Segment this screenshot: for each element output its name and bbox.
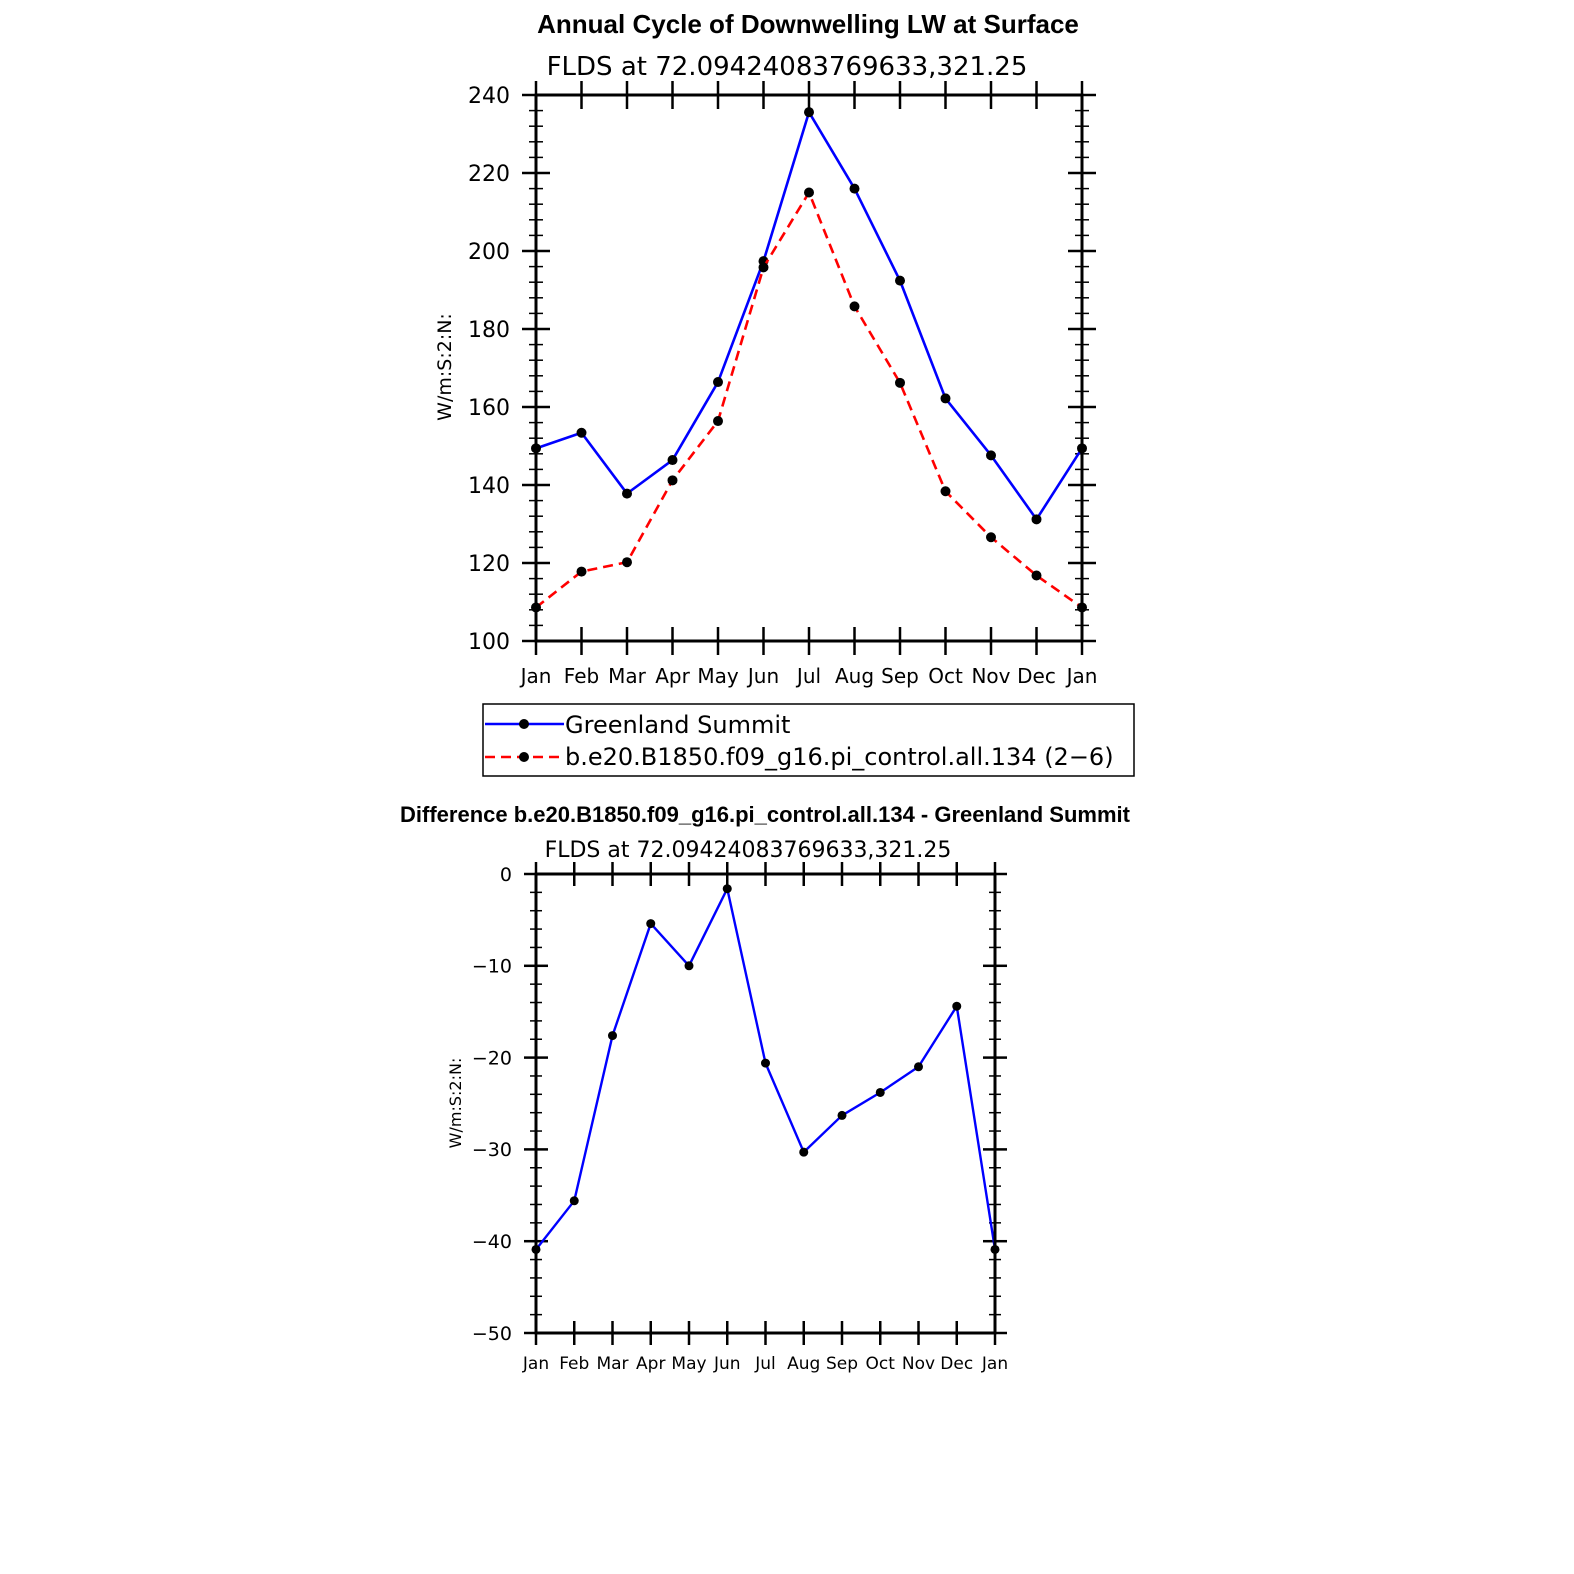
chart1-title: Annual Cycle of Downwelling LW at Surfac… [537, 9, 1079, 39]
annual-cycle-chart: Annual Cycle of Downwelling LW at Surfac… [434, 9, 1097, 688]
x-tick-label: Sep [826, 1354, 858, 1374]
series-line-0 [535, 887, 997, 1251]
difference-chart: Difference b.e20.B1850.f09_g16.pi_contro… [400, 802, 1131, 1374]
legend-marker-model [519, 752, 529, 762]
x-tick-label: May [671, 1354, 706, 1374]
series-point [667, 475, 678, 486]
legend: Greenland Summit b.e20.B1850.f09_g16.pi_… [482, 703, 1135, 777]
series-point [667, 455, 678, 466]
series-point [646, 919, 656, 929]
series-point [576, 566, 587, 577]
x-tick-label: Dec [1017, 664, 1056, 688]
x-tick-label: Nov [902, 1354, 935, 1374]
chart2-ticks: Jan Feb Mar Apr May Jun Jul Aug Sep Oct Nov Dec Jan 0… [472, 862, 1008, 1374]
x-tick-label: Feb [564, 664, 599, 688]
y-tick-label: 0 [500, 864, 512, 886]
y-tick-label: −10 [472, 956, 512, 978]
x-tick-label: Apr [636, 1354, 665, 1374]
series-point [799, 1147, 809, 1157]
y-tick-label: −40 [472, 1231, 512, 1253]
x-tick-label: Jan [1065, 664, 1098, 688]
series-point [713, 416, 723, 427]
y-tick-label: 220 [468, 162, 510, 187]
series-point [849, 301, 860, 312]
chart1-ylabel: W/m:S:2:N: [434, 313, 456, 421]
series-point [804, 107, 814, 118]
series-point [1031, 514, 1042, 525]
series-line-1 [535, 191, 1083, 609]
x-tick-label: Jun [713, 1354, 741, 1374]
series-point [684, 961, 694, 971]
x-tick-label: Oct [866, 1354, 896, 1374]
y-tick-label: 120 [468, 552, 510, 577]
y-tick-label: 140 [468, 474, 510, 499]
x-tick-label: Mar [608, 664, 647, 688]
series-point [895, 275, 905, 286]
series-point [804, 187, 814, 198]
series-point [895, 377, 905, 388]
x-tick-label: Jul [754, 1354, 776, 1374]
x-tick-label: Aug [787, 1354, 820, 1374]
series-point [576, 427, 587, 438]
x-tick-label: Feb [559, 1354, 589, 1374]
y-tick-label: 240 [468, 84, 510, 109]
y-tick-label: 200 [468, 240, 510, 265]
y-tick-label: 100 [468, 630, 510, 655]
y-tick-label: −20 [472, 1047, 512, 1069]
series-point [986, 532, 996, 543]
series-point [940, 393, 951, 404]
chart2-ylabel: W/m:S:2:N: [446, 1058, 465, 1149]
series-point [875, 1087, 885, 1097]
y-tick-label: 180 [468, 318, 510, 343]
chart1-series [531, 107, 1087, 613]
chart2-frame [534, 872, 997, 1335]
series-point [622, 488, 632, 499]
chart2-title: Difference b.e20.B1850.f09_g16.pi_contro… [400, 802, 1131, 827]
x-tick-label: Jan [981, 1354, 1008, 1374]
x-tick-label: Nov [971, 664, 1010, 688]
x-tick-label: Jun [746, 664, 779, 688]
chart1-subtitle: FLDS at 72.09424083769633,321.25 [547, 52, 1028, 82]
series-point [758, 262, 769, 273]
legend-label-greenland: Greenland Summit [565, 711, 790, 739]
x-tick-label: Apr [655, 664, 690, 688]
legend-marker-greenland [519, 719, 529, 729]
series-line-0 [535, 110, 1084, 521]
series-point [622, 557, 632, 568]
x-tick-label: Mar [596, 1354, 628, 1374]
legend-label-model: b.e20.B1850.f09_g16.pi_control.all.134 (… [565, 743, 1114, 771]
legend-box [482, 703, 1135, 777]
series-point [837, 1110, 847, 1120]
chart2-subtitle: FLDS at 72.09424083769633,321.25 [545, 838, 952, 863]
y-tick-label: 160 [468, 396, 510, 421]
series-point [940, 486, 951, 497]
series-point [608, 1031, 617, 1041]
series-point [1031, 570, 1042, 581]
chart1-ticks: Jan Feb Mar Apr May Jun Jul Aug Sep Oct Nov Dec Jan 1… [468, 81, 1097, 688]
x-tick-label: Dec [940, 1354, 973, 1374]
x-tick-label: Aug [835, 664, 874, 688]
y-tick-label: −50 [472, 1323, 512, 1345]
x-tick-label: Jan [522, 1354, 549, 1374]
series-point [569, 1196, 579, 1206]
series-point [722, 884, 732, 894]
series-point [849, 183, 860, 194]
chart2-series [531, 884, 1000, 1254]
series-point [986, 450, 996, 461]
series-point [761, 1058, 770, 1068]
series-point [952, 1001, 962, 1011]
x-tick-label: May [697, 664, 739, 688]
x-tick-label: Jan [519, 664, 552, 688]
y-tick-label: −30 [472, 1139, 512, 1161]
x-tick-label: Oct [928, 664, 963, 688]
series-point [914, 1062, 923, 1072]
x-tick-label: Jul [795, 664, 821, 688]
series-point [713, 377, 723, 388]
x-tick-label: Sep [881, 664, 919, 688]
chart1-frame [534, 93, 1084, 643]
